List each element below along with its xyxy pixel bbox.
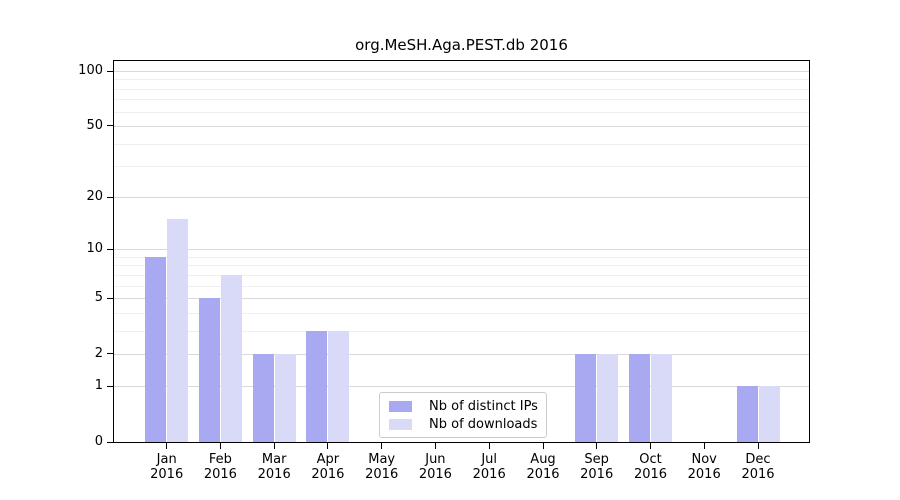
x-tick	[650, 443, 651, 449]
x-tick	[488, 443, 490, 449]
chart-title: org.MeSH.Aga.PEST.db 2016	[355, 36, 568, 54]
gridline	[114, 99, 809, 101]
gridline	[114, 88, 809, 90]
x-tick	[596, 443, 598, 449]
x-tick-label: Oct 2016	[633, 452, 668, 482]
y-tick	[107, 385, 113, 387]
y-tick-label: 0	[94, 434, 103, 449]
gridline	[114, 111, 809, 113]
y-tick-label: 50	[86, 117, 103, 133]
x-tick-label: Sep 2016	[580, 452, 614, 482]
gridline	[114, 386, 809, 388]
legend-swatch-distinct-ips-icon	[389, 400, 412, 412]
y-tick-label: 20	[86, 189, 103, 205]
x-tick	[542, 443, 544, 449]
y-tick	[107, 125, 113, 127]
legend-label-downloads: Nb of downloads	[429, 416, 538, 432]
y-tick	[107, 248, 113, 250]
x-tick	[434, 443, 436, 449]
x-tick-label: Apr 2016	[311, 452, 345, 482]
gridline	[114, 256, 809, 258]
y-tick-label: 1	[94, 378, 103, 394]
bar-distinct-ips	[252, 353, 274, 442]
gridline	[114, 312, 809, 314]
bar-distinct-ips	[629, 353, 650, 442]
bar-downloads	[221, 274, 242, 442]
gridline	[114, 265, 809, 267]
bar-distinct-ips	[145, 256, 167, 442]
legend-item-distinct-ips: Nb of distinct IPs	[389, 397, 538, 415]
x-tick	[219, 443, 221, 449]
x-tick-label: Jul 2016	[472, 452, 506, 482]
y-tick	[107, 196, 113, 198]
x-tick-label: Dec 2016	[741, 452, 775, 482]
legend-item-downloads: Nb of downloads	[389, 415, 537, 433]
x-tick	[381, 443, 383, 449]
gridline	[114, 274, 809, 276]
gridline	[114, 143, 809, 145]
x-tick	[757, 443, 759, 449]
bar-downloads	[167, 219, 189, 442]
y-tick-label: 2	[94, 345, 103, 361]
x-tick-label: Aug 2016	[526, 452, 560, 482]
x-tick	[327, 443, 329, 449]
gridline	[114, 71, 809, 72]
y-tick-label: 100	[78, 63, 103, 78]
bar-downloads	[651, 353, 672, 442]
gridline	[114, 298, 809, 299]
legend-label-distinct-ips: Nb of distinct IPs	[429, 398, 538, 414]
bar-distinct-ips	[306, 330, 328, 442]
y-tick	[107, 441, 113, 443]
legend: Nb of distinct IPs Nb of downloads	[379, 392, 547, 438]
bar-downloads	[758, 386, 780, 442]
gridline	[114, 353, 809, 355]
gridline	[114, 197, 809, 199]
y-tick	[107, 353, 113, 355]
y-tick	[107, 70, 113, 72]
x-tick-label: Mar 2016	[257, 452, 291, 482]
x-tick	[273, 443, 275, 449]
y-tick	[107, 297, 113, 299]
gridline	[114, 249, 809, 251]
bar-distinct-ips	[575, 353, 597, 442]
x-tick	[703, 443, 705, 449]
x-tick-label: Jun 2016	[418, 452, 452, 482]
bar-downloads	[274, 353, 296, 442]
plot-area	[113, 60, 810, 443]
bar-distinct-ips	[736, 386, 758, 442]
x-tick-label: May 2016	[365, 452, 399, 482]
gridline	[114, 165, 809, 167]
gridline	[114, 79, 809, 81]
y-tick-label: 5	[94, 290, 103, 305]
legend-swatch-downloads-icon	[389, 418, 412, 430]
gridline	[114, 285, 809, 287]
bar-distinct-ips	[199, 298, 220, 442]
gridline	[114, 330, 809, 332]
bar-downloads	[597, 353, 619, 442]
y-tick-label: 10	[86, 241, 103, 257]
gridline	[114, 125, 809, 127]
x-tick-label: Feb 2016	[203, 452, 237, 482]
x-tick-label: Nov 2016	[687, 452, 721, 482]
bar-downloads	[328, 330, 350, 442]
x-tick	[166, 443, 168, 449]
x-tick-label: Jan 2016	[150, 452, 184, 482]
